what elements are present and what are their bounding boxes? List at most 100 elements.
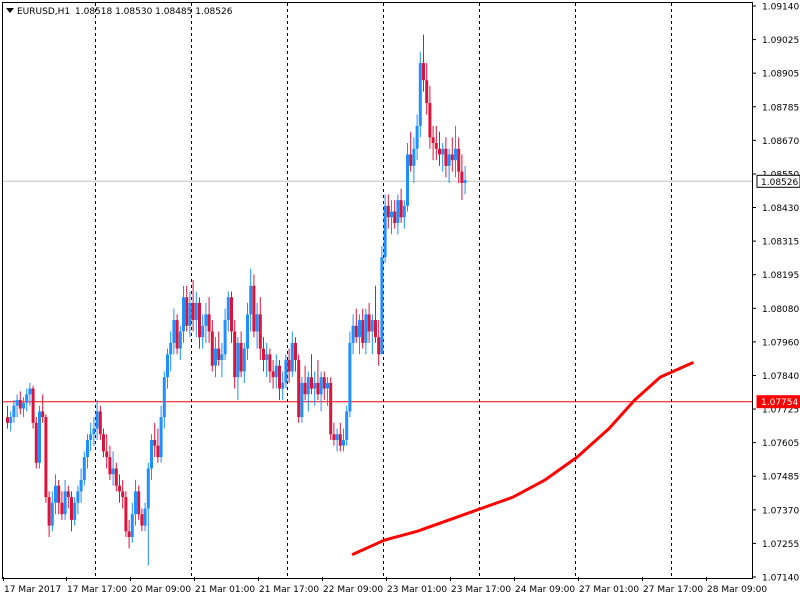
candle-body: [82, 457, 86, 480]
candle-body: [47, 497, 51, 526]
candle: [44, 414, 48, 503]
candle-body: [73, 502, 77, 520]
candle-body: [354, 325, 358, 338]
price-tick-label: 1.08315: [762, 238, 799, 248]
candle-body: [191, 302, 195, 321]
time-tick-label: 21 Mar 01:00: [195, 585, 255, 595]
candle: [105, 434, 109, 469]
candle-body: [383, 205, 387, 258]
candle: [76, 485, 80, 515]
candle-body: [70, 497, 73, 520]
bid-price-tag: 1.08526: [756, 174, 800, 188]
time-axis: 17 Mar 2017 17 Mar 17:00 20 Mar 09:00 21 Ma…: [3, 577, 767, 595]
time-tick-label: 21 Mar 17:00: [259, 585, 319, 595]
price-tick-label: 1.07725: [762, 406, 799, 416]
candle: [47, 491, 51, 538]
candle: [428, 85, 432, 149]
candle: [92, 417, 96, 446]
candle-body: [217, 348, 221, 361]
candle: [255, 302, 259, 349]
candle-body: [98, 411, 102, 435]
candle-body: [303, 382, 307, 395]
candle: [118, 474, 121, 503]
candle: [399, 188, 403, 223]
dropdown-triangle-icon[interactable]: [6, 8, 14, 13]
candle: [326, 377, 329, 406]
candle: [262, 337, 265, 372]
candle: [220, 342, 224, 378]
candle-body: [134, 491, 137, 515]
candle-body: [351, 325, 355, 343]
candle: [351, 314, 355, 355]
time-tick-label: 28 Mar 09:00: [707, 585, 767, 595]
candle: [9, 411, 13, 432]
price-tick-label: 1.07840: [762, 372, 799, 382]
candle: [146, 462, 150, 566]
candle-body: [76, 491, 80, 503]
candle: [127, 519, 131, 549]
candle: [70, 491, 73, 532]
candle: [274, 354, 278, 389]
candle: [322, 371, 326, 400]
candle-body: [31, 388, 35, 423]
candle-body: [38, 411, 41, 463]
candle-body: [220, 354, 224, 361]
candle: [230, 291, 233, 343]
candle: [217, 331, 221, 366]
candle-body: [79, 479, 83, 492]
candle-body: [370, 320, 374, 332]
candle-body: [415, 125, 419, 149]
candle: [198, 297, 201, 349]
candle-body: [28, 388, 32, 395]
candle-body: [402, 205, 406, 218]
candle: [441, 143, 445, 172]
candle: [361, 308, 365, 349]
time-tick-label: 24 Mar 09:00: [515, 585, 575, 595]
candle-body: [233, 331, 237, 378]
candle-body: [287, 360, 291, 372]
candle-body: [9, 417, 13, 423]
candle: [374, 285, 377, 343]
candle: [121, 479, 125, 509]
candle-body: [89, 434, 93, 440]
price-tick-label: 1.07605: [762, 439, 799, 449]
price-tick-label: 1.08080: [762, 305, 799, 315]
candle-body: [127, 531, 131, 538]
candle-body: [178, 331, 182, 349]
candle-body: [367, 314, 371, 332]
price-tick-label: 1.09025: [762, 36, 799, 46]
level-price-tag-text: 1.07754: [761, 398, 798, 408]
candle: [79, 468, 83, 503]
candle-body: [105, 451, 109, 458]
candle-body: [364, 314, 368, 343]
candle-body: [210, 331, 214, 366]
level-price-tag: 1.07754: [756, 395, 800, 409]
candle-body: [204, 314, 208, 326]
candle: [236, 337, 240, 400]
candle-body: [316, 382, 320, 395]
candle: [98, 405, 102, 440]
candle: [15, 394, 19, 418]
candle-body: [329, 382, 333, 435]
candle: [412, 137, 416, 184]
candle-body: [438, 148, 441, 155]
candle-body: [118, 485, 121, 492]
candle-body: [390, 211, 393, 218]
candle-body: [156, 445, 160, 458]
candle: [444, 137, 448, 178]
time-tick-label: 20 Mar 09:00: [131, 585, 191, 595]
candle: [329, 377, 333, 440]
candle: [278, 360, 281, 400]
candle: [137, 485, 141, 520]
candle: [63, 479, 67, 520]
candle: [111, 451, 115, 486]
candle-body: [246, 314, 249, 349]
candle: [438, 131, 441, 166]
candle: [281, 371, 285, 400]
candle: [86, 434, 89, 469]
candle: [418, 51, 422, 138]
candle: [66, 485, 70, 509]
candle-body: [290, 342, 294, 372]
